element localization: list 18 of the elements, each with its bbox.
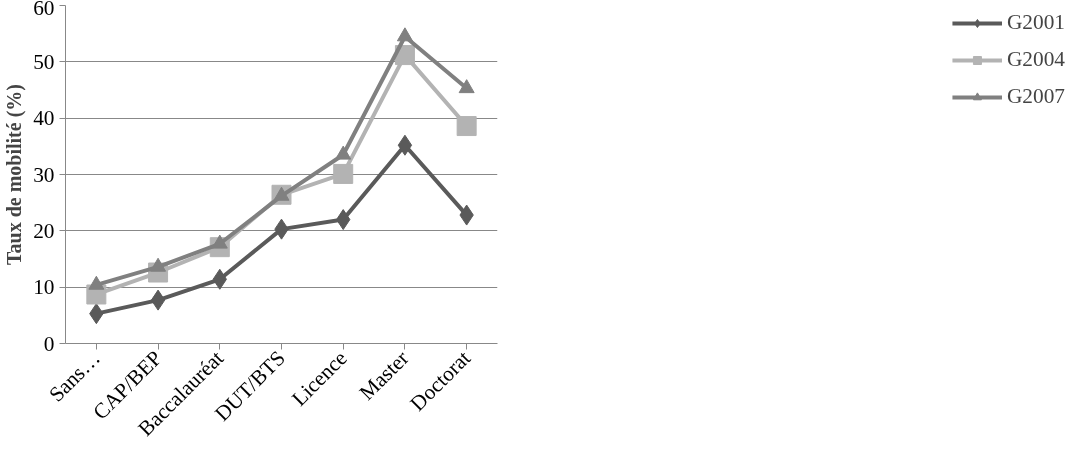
y-tick-label: 40 <box>33 106 55 131</box>
y-tick-label: 0 <box>43 331 55 356</box>
y-tick-label: 60 <box>33 0 55 20</box>
point <box>333 163 354 184</box>
y-tick-label: 20 <box>33 218 55 243</box>
point <box>397 134 413 156</box>
legend-label: G2001 <box>1006 10 1065 35</box>
y-tick-label: 10 <box>33 275 55 300</box>
point <box>335 145 352 160</box>
legend-label: G2007 <box>1006 84 1065 109</box>
y-tick-label: 50 <box>33 49 55 74</box>
y-tick-label: 30 <box>33 162 55 187</box>
y-axis-title: Taux de mobilité (%) <box>3 84 27 265</box>
point <box>150 289 166 311</box>
legend-label: G2004 <box>1006 47 1065 72</box>
point <box>396 27 413 42</box>
point <box>458 79 475 94</box>
point <box>456 116 477 137</box>
